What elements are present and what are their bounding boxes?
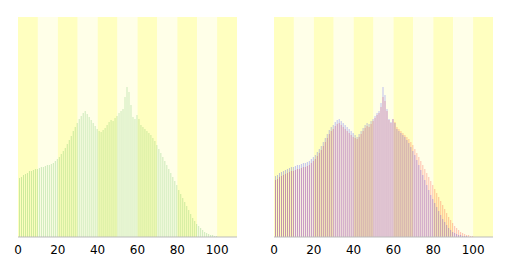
svg-text:40: 40 [346,243,361,256]
svg-text:80: 80 [170,243,185,256]
svg-text:40: 40 [90,243,105,256]
svg-text:60: 60 [130,243,145,256]
svg-text:80: 80 [426,243,441,256]
svg-text:60: 60 [386,243,401,256]
svg-text:100: 100 [206,243,229,256]
svg-text:0: 0 [14,243,22,256]
svg-text:20: 20 [50,243,65,256]
svg-text:100: 100 [462,243,485,256]
svg-text:0: 0 [270,243,278,256]
svg-text:20: 20 [306,243,321,256]
